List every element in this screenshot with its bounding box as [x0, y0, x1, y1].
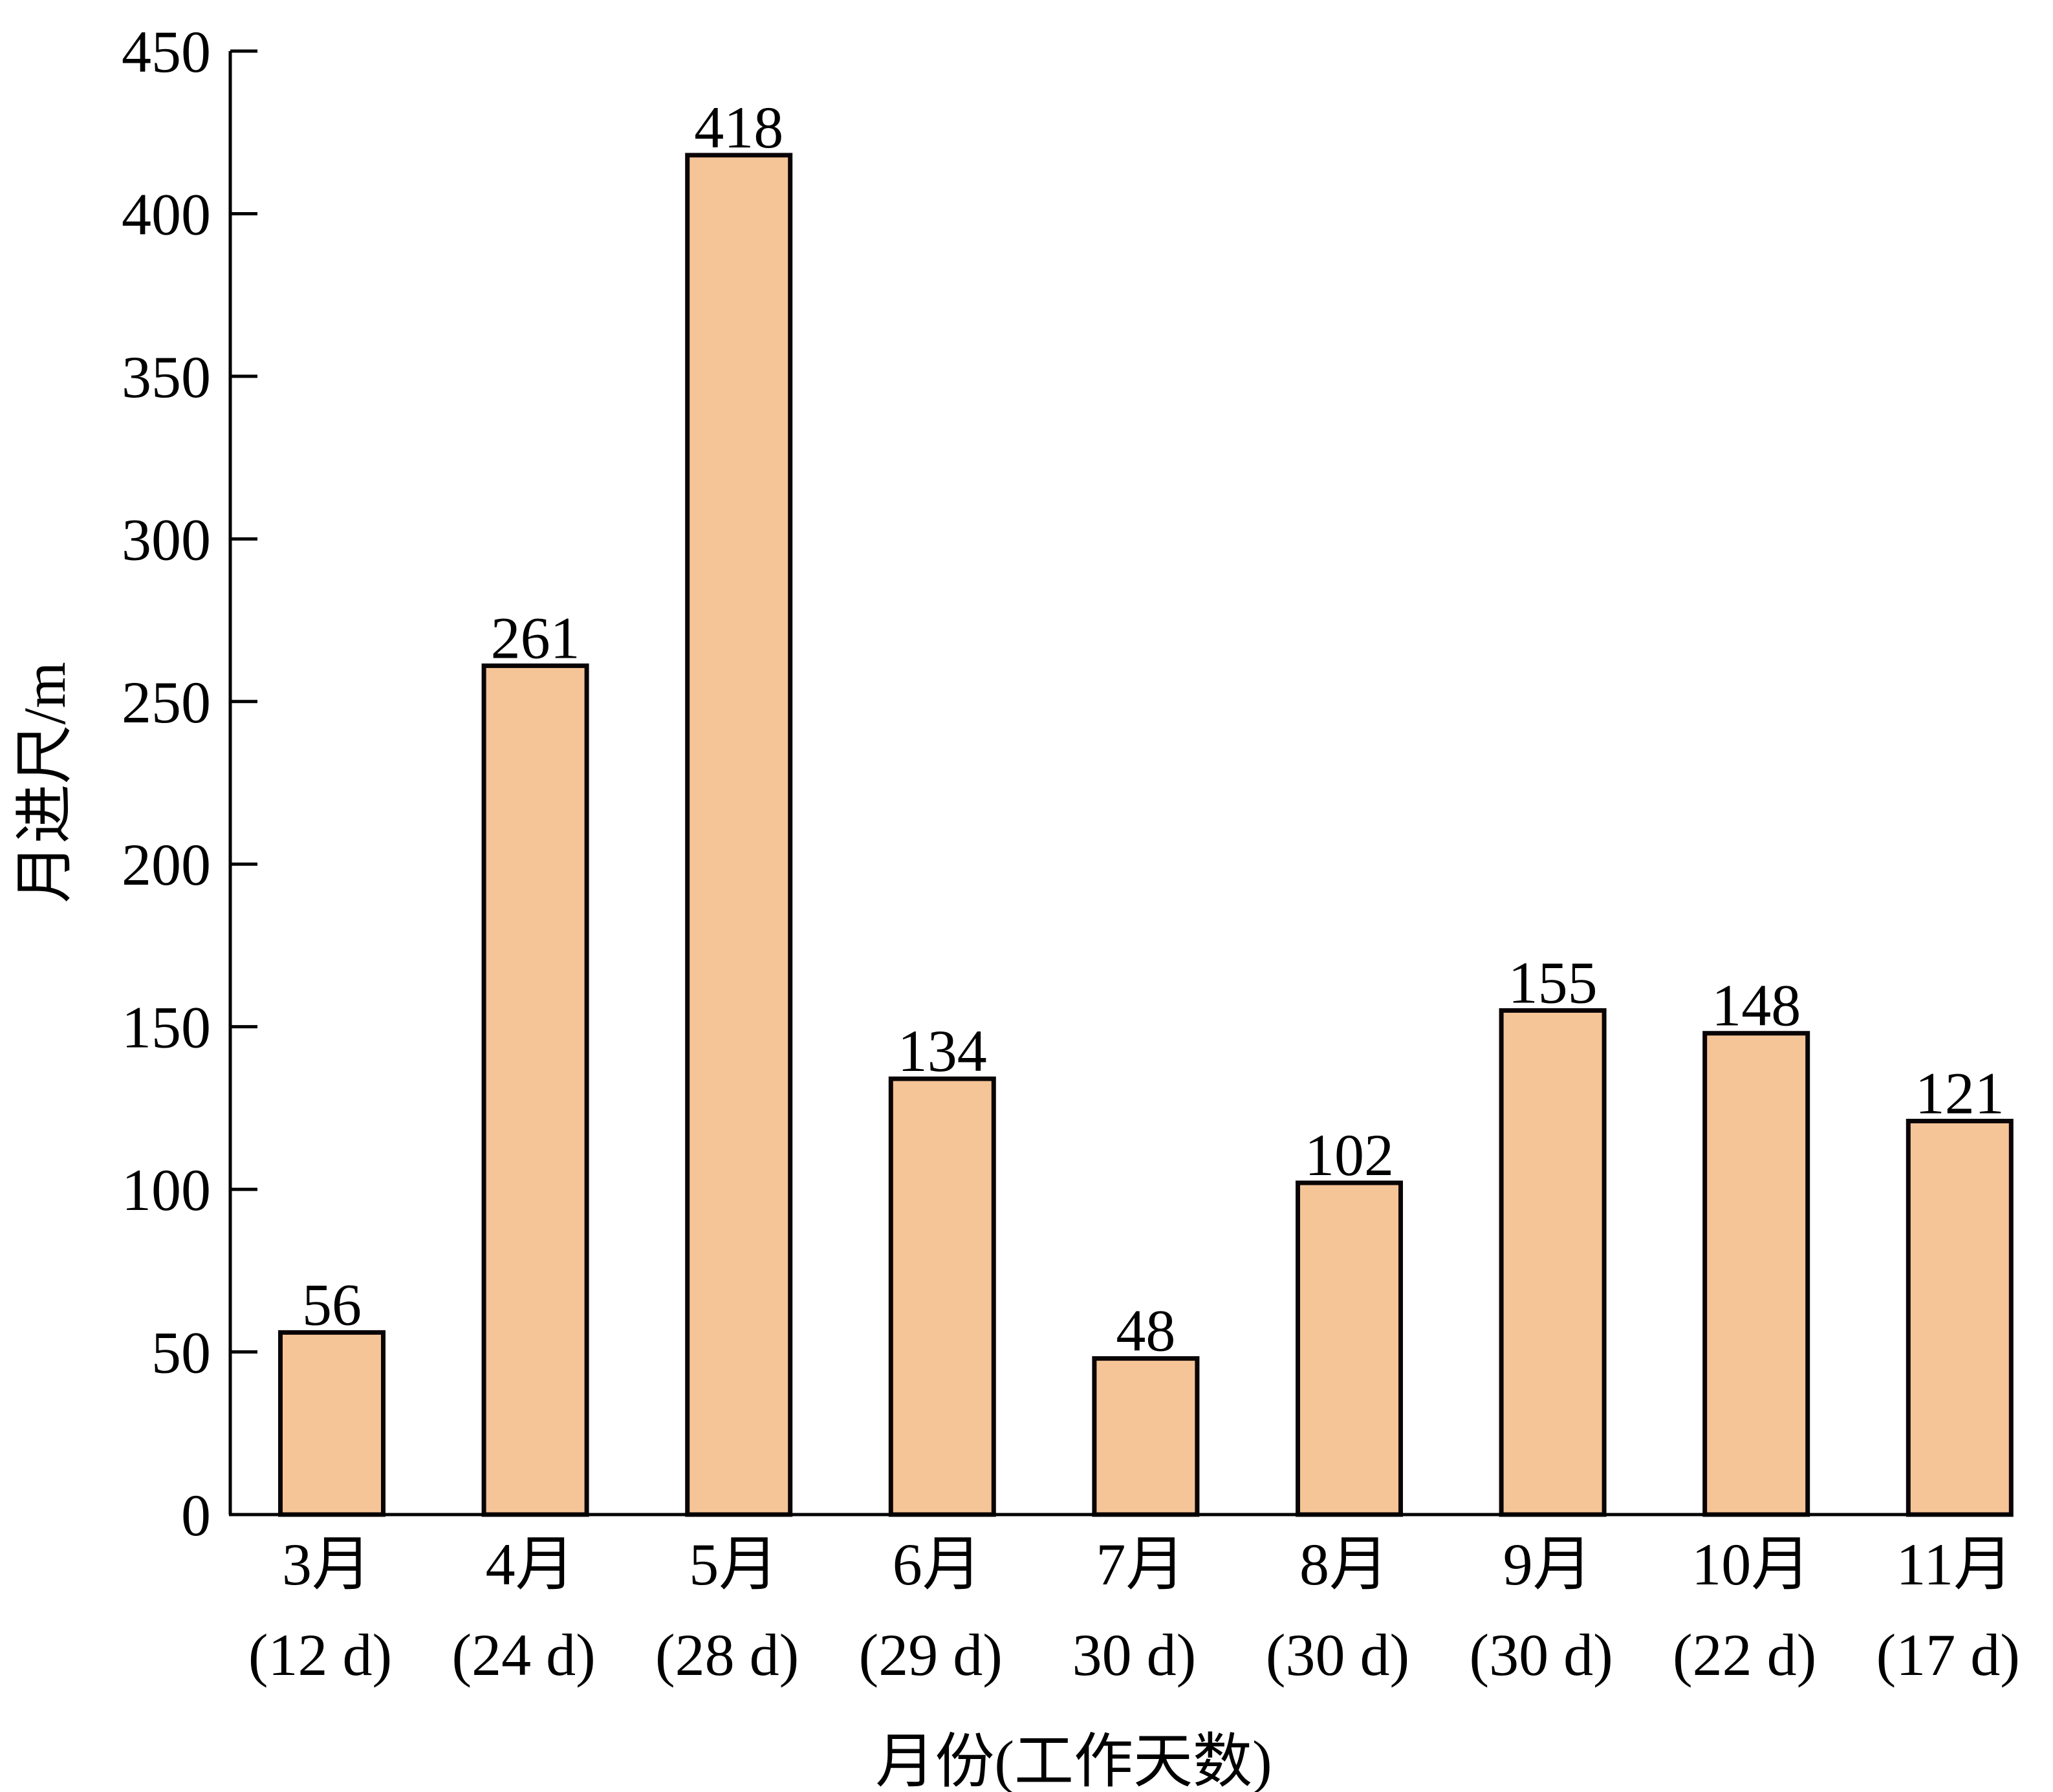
x-tick-label-month: 3月: [282, 1531, 371, 1597]
x-tick-label-month: 6月: [893, 1531, 982, 1597]
bar: [685, 153, 793, 1517]
x-tick-label-days: (17 d): [1876, 1622, 2020, 1688]
x-tick-label-month: 5月: [689, 1531, 778, 1597]
bar-value-label: 134: [898, 1018, 987, 1084]
bar: [888, 1076, 996, 1517]
x-tick-label-month: 9月: [1503, 1531, 1592, 1597]
y-tick-label: 250: [122, 669, 211, 735]
y-tick-label: 350: [122, 344, 211, 410]
y-tick-label: 200: [122, 832, 211, 898]
x-tick-label-days: (29 d): [859, 1622, 1003, 1688]
y-tick-label: 0: [181, 1482, 211, 1548]
y-tick-label: 100: [122, 1157, 211, 1223]
y-tick-label: 150: [122, 995, 211, 1061]
bar: [278, 1330, 386, 1517]
bar-value-label: 155: [1508, 950, 1598, 1016]
bar-value-label: 102: [1305, 1122, 1394, 1188]
bar: [1092, 1356, 1200, 1517]
bar-value-label: 261: [491, 605, 580, 671]
y-axis-label: 月进尺/m: [12, 662, 78, 903]
bar: [1702, 1031, 1810, 1517]
x-tick-label-month: 7月: [1096, 1531, 1185, 1597]
y-tick-label: 50: [151, 1320, 211, 1386]
y-tick-label: 300: [122, 506, 211, 572]
y-tick-label: 450: [122, 19, 211, 85]
bar: [481, 663, 589, 1517]
x-tick-label-days: (30 d): [1469, 1622, 1613, 1688]
y-tick-label: 400: [122, 181, 211, 247]
x-tick-label-month: 4月: [486, 1531, 575, 1597]
x-tick-label-days: 30 d): [1072, 1622, 1197, 1688]
bar: [1499, 1008, 1607, 1517]
x-axis-label: 月份(工作天数): [875, 1729, 1272, 1792]
bar: [1906, 1119, 2014, 1517]
x-tick-label-days: (22 d): [1673, 1622, 1816, 1688]
x-tick-label-days: (28 d): [655, 1622, 799, 1688]
bar-value-label: 148: [1711, 973, 1801, 1039]
bar-value-label: 48: [1116, 1298, 1175, 1364]
x-tick-label-month: 11月: [1896, 1531, 2014, 1597]
bar-value-label: 418: [694, 94, 783, 160]
x-tick-label-days: (12 d): [248, 1622, 392, 1688]
bar-value-label: 121: [1915, 1061, 2004, 1127]
bar-value-label: 56: [302, 1271, 362, 1337]
x-tick-label-days: (30 d): [1266, 1622, 1409, 1688]
x-tick-label-month: 10月: [1691, 1531, 1810, 1597]
x-tick-label-month: 8月: [1299, 1531, 1389, 1597]
x-tick-label-days: (24 d): [451, 1622, 595, 1688]
bar: [1296, 1180, 1403, 1517]
